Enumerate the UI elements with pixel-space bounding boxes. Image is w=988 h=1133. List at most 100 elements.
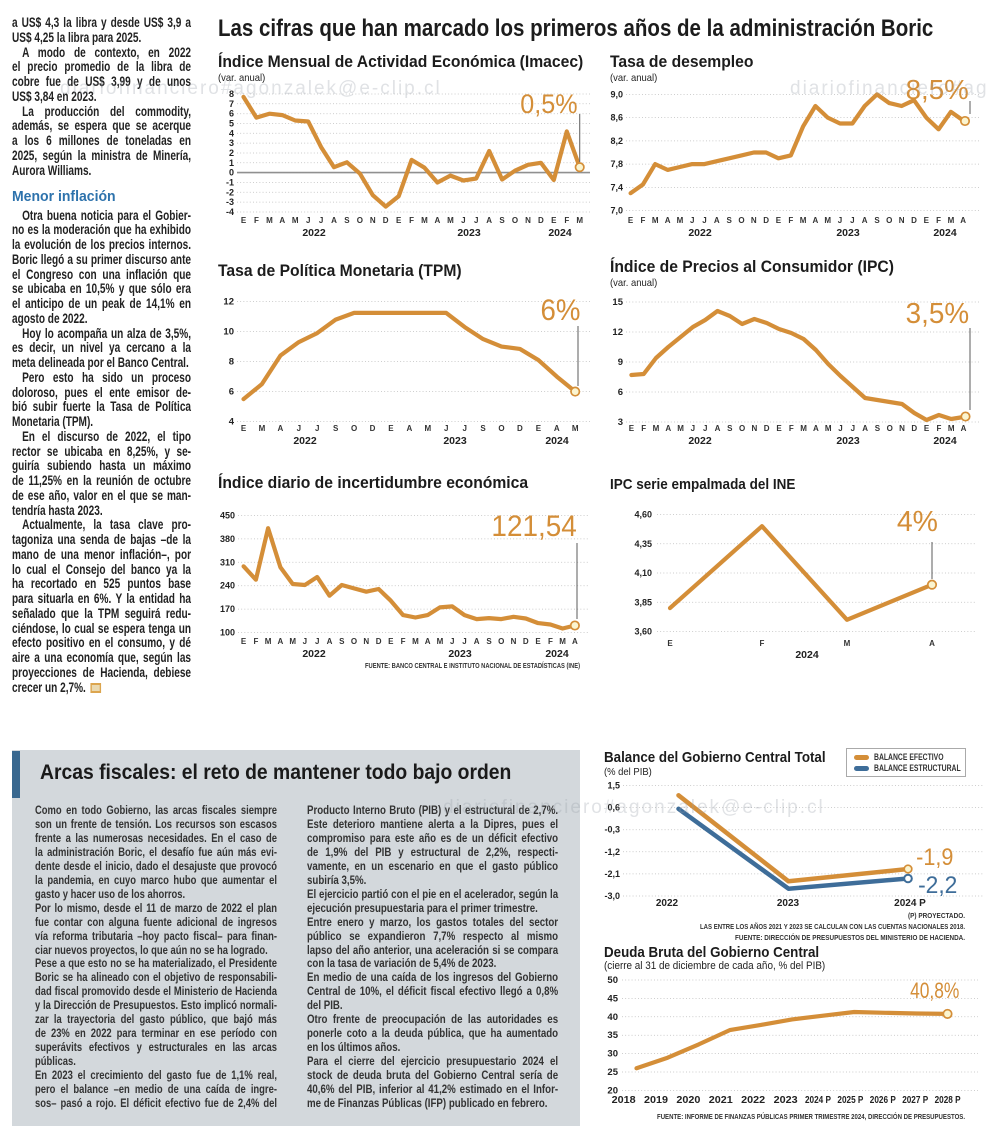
svg-text:J: J xyxy=(851,424,855,433)
svg-text:7,4: 7,4 xyxy=(610,182,623,192)
svg-text:J: J xyxy=(690,216,694,225)
svg-text:0,6: 0,6 xyxy=(607,803,620,813)
svg-text:2022: 2022 xyxy=(656,898,679,909)
svg-text:8,2: 8,2 xyxy=(610,136,623,146)
svg-text:S: S xyxy=(875,424,881,433)
svg-text:F: F xyxy=(936,424,941,433)
svg-text:A: A xyxy=(331,216,337,225)
svg-text:M: M xyxy=(825,424,832,433)
svg-text:A: A xyxy=(960,216,966,225)
svg-text:A: A xyxy=(929,639,935,648)
svg-text:J: J xyxy=(306,216,310,225)
svg-text:2022: 2022 xyxy=(688,227,712,239)
svg-text:35: 35 xyxy=(607,1030,618,1041)
svg-text:A: A xyxy=(278,424,284,433)
svg-text:6: 6 xyxy=(618,387,623,398)
svg-text:6: 6 xyxy=(229,109,234,119)
svg-text:J: J xyxy=(838,216,842,225)
svg-text:2023: 2023 xyxy=(457,227,481,239)
svg-text:2028 P: 2028 P xyxy=(935,1095,961,1106)
svg-text:A: A xyxy=(862,216,868,225)
svg-text:A: A xyxy=(554,424,560,433)
svg-text:F: F xyxy=(409,216,414,225)
svg-text:1: 1 xyxy=(229,158,234,168)
svg-text:2024: 2024 xyxy=(795,649,819,661)
svg-text:A: A xyxy=(572,637,578,646)
svg-text:J: J xyxy=(850,216,854,225)
svg-text:A: A xyxy=(279,216,285,225)
svg-text:N: N xyxy=(525,216,531,225)
svg-text:E: E xyxy=(241,637,247,646)
svg-text:M: M xyxy=(572,424,579,433)
svg-text:N: N xyxy=(899,424,905,433)
svg-text:5: 5 xyxy=(229,119,234,129)
svg-text:M: M xyxy=(652,216,659,225)
svg-text:A: A xyxy=(714,216,720,225)
svg-text:D: D xyxy=(517,424,523,433)
svg-text:A: A xyxy=(813,216,819,225)
svg-text:N: N xyxy=(752,424,758,433)
svg-text:2021: 2021 xyxy=(709,1095,733,1106)
svg-text:D: D xyxy=(523,637,529,646)
svg-text:4,60: 4,60 xyxy=(634,510,652,520)
svg-text:40: 40 xyxy=(607,1012,618,1023)
svg-text:J: J xyxy=(474,216,478,225)
svg-text:J: J xyxy=(462,424,466,433)
svg-text:J: J xyxy=(450,637,454,646)
svg-text:O: O xyxy=(738,216,744,225)
svg-text:E: E xyxy=(388,424,394,433)
svg-text:8: 8 xyxy=(229,357,234,368)
svg-text:O: O xyxy=(498,637,504,646)
svg-text:M: M xyxy=(677,216,684,225)
svg-text:E: E xyxy=(629,424,635,433)
svg-text:2022: 2022 xyxy=(688,435,712,447)
svg-text:12: 12 xyxy=(223,297,234,308)
svg-text:10: 10 xyxy=(223,327,234,338)
svg-text:J: J xyxy=(444,424,448,433)
svg-text:M: M xyxy=(948,216,955,225)
svg-text:2023: 2023 xyxy=(448,648,472,660)
svg-text:E: E xyxy=(776,216,782,225)
svg-text:2025 P: 2025 P xyxy=(837,1095,863,1106)
svg-text:A: A xyxy=(665,216,671,225)
svg-text:7: 7 xyxy=(229,99,234,109)
svg-text:D: D xyxy=(383,216,389,225)
svg-text:9,0: 9,0 xyxy=(610,89,623,99)
svg-text:2024 P: 2024 P xyxy=(805,1095,831,1106)
svg-text:1,5: 1,5 xyxy=(607,781,620,791)
svg-text:J: J xyxy=(838,424,842,433)
svg-text:-2: -2 xyxy=(226,187,234,197)
svg-text:M: M xyxy=(289,637,296,646)
svg-text:2024: 2024 xyxy=(933,227,957,239)
svg-text:E: E xyxy=(667,639,673,648)
svg-text:100: 100 xyxy=(220,628,235,638)
svg-text:S: S xyxy=(339,637,345,646)
svg-text:7,0: 7,0 xyxy=(610,206,623,216)
svg-text:M: M xyxy=(824,216,831,225)
svg-text:50: 50 xyxy=(607,975,618,986)
svg-text:F: F xyxy=(789,424,794,433)
svg-text:2: 2 xyxy=(229,148,234,158)
svg-text:S: S xyxy=(727,424,733,433)
svg-text:A: A xyxy=(715,424,721,433)
svg-text:240: 240 xyxy=(220,581,235,591)
svg-text:E: E xyxy=(776,424,782,433)
svg-text:O: O xyxy=(351,637,357,646)
svg-text:D: D xyxy=(911,424,917,433)
svg-text:A: A xyxy=(961,424,967,433)
svg-text:9: 9 xyxy=(618,357,623,368)
svg-text:2024 P: 2024 P xyxy=(894,898,926,909)
svg-text:M: M xyxy=(559,637,566,646)
svg-text:E: E xyxy=(241,424,247,433)
svg-text:D: D xyxy=(764,424,770,433)
svg-text:E: E xyxy=(551,216,557,225)
svg-text:M: M xyxy=(677,424,684,433)
svg-text:2024: 2024 xyxy=(933,435,957,447)
svg-text:D: D xyxy=(538,216,544,225)
svg-text:2022: 2022 xyxy=(302,227,326,239)
svg-text:F: F xyxy=(548,637,553,646)
svg-text:F: F xyxy=(936,216,941,225)
svg-text:2022: 2022 xyxy=(741,1095,765,1106)
svg-text:M: M xyxy=(412,637,419,646)
svg-text:3,60: 3,60 xyxy=(634,627,652,637)
